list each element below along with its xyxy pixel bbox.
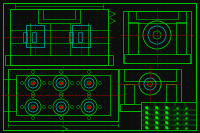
Bar [163,126,170,129]
Bar [124,54,190,63]
Bar [153,106,160,109]
Bar [141,102,196,130]
Bar [38,9,80,23]
Bar [69,32,73,42]
Bar [153,116,160,119]
Bar [136,11,178,19]
Bar [183,126,188,129]
Bar [123,11,191,63]
Bar [43,9,75,19]
Bar [32,32,36,42]
Bar [143,126,150,129]
Bar [124,84,134,104]
Bar [10,9,108,65]
Bar [163,121,170,124]
Bar [124,69,176,81]
Bar [176,22,186,54]
Bar [143,121,150,124]
Bar [183,116,188,119]
Bar [173,126,180,129]
Bar [173,111,180,114]
Bar [173,106,180,109]
Bar [163,116,170,119]
Bar [120,104,180,111]
Bar [128,11,186,23]
Bar [173,116,180,119]
Bar [153,121,160,124]
Bar [143,106,150,109]
Bar [5,55,113,65]
Bar [173,121,180,124]
Bar [183,106,188,109]
Bar [16,75,110,115]
Bar [119,69,181,111]
Bar [163,111,170,114]
Bar [143,111,150,114]
Bar [8,69,118,121]
Bar [23,32,27,42]
Bar [128,22,138,54]
Bar [153,111,160,114]
Bar [183,121,188,124]
Bar [166,84,176,104]
Bar [72,25,90,47]
Bar [183,111,188,114]
Bar [78,32,82,42]
Bar [153,126,160,129]
Bar [26,25,44,47]
Bar [163,106,170,109]
Bar [3,79,16,111]
Bar [143,116,150,119]
